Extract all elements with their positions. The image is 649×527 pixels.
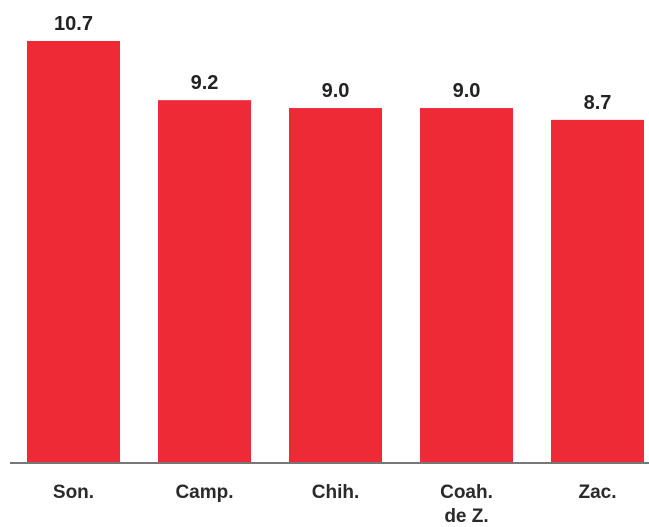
value-labels-layer: 10.7 9.2 9.0 9.0 8.7: [54, 13, 611, 114]
category-label-1: Camp.: [175, 482, 233, 503]
value-label-4: 8.7: [584, 92, 612, 114]
value-label-3: 9.0: [453, 80, 481, 102]
bar-2: [289, 108, 382, 464]
category-label-0: Son.: [53, 482, 94, 503]
bars-layer: [27, 41, 644, 464]
bar-1: [158, 100, 251, 464]
bar-4: [551, 119, 644, 463]
bar-0: [27, 41, 120, 463]
value-label-1: 9.2: [191, 72, 219, 94]
category-labels-layer: Son. Camp. Chih. Coah. de Z. Zac.: [53, 482, 617, 527]
bar-3: [420, 108, 513, 464]
category-label-3: Coah. de Z.: [440, 482, 493, 527]
value-label-2: 9.0: [322, 80, 350, 102]
value-label-0: 10.7: [54, 13, 93, 35]
category-label-2: Chih.: [312, 482, 360, 503]
category-label-4: Zac.: [578, 482, 616, 503]
